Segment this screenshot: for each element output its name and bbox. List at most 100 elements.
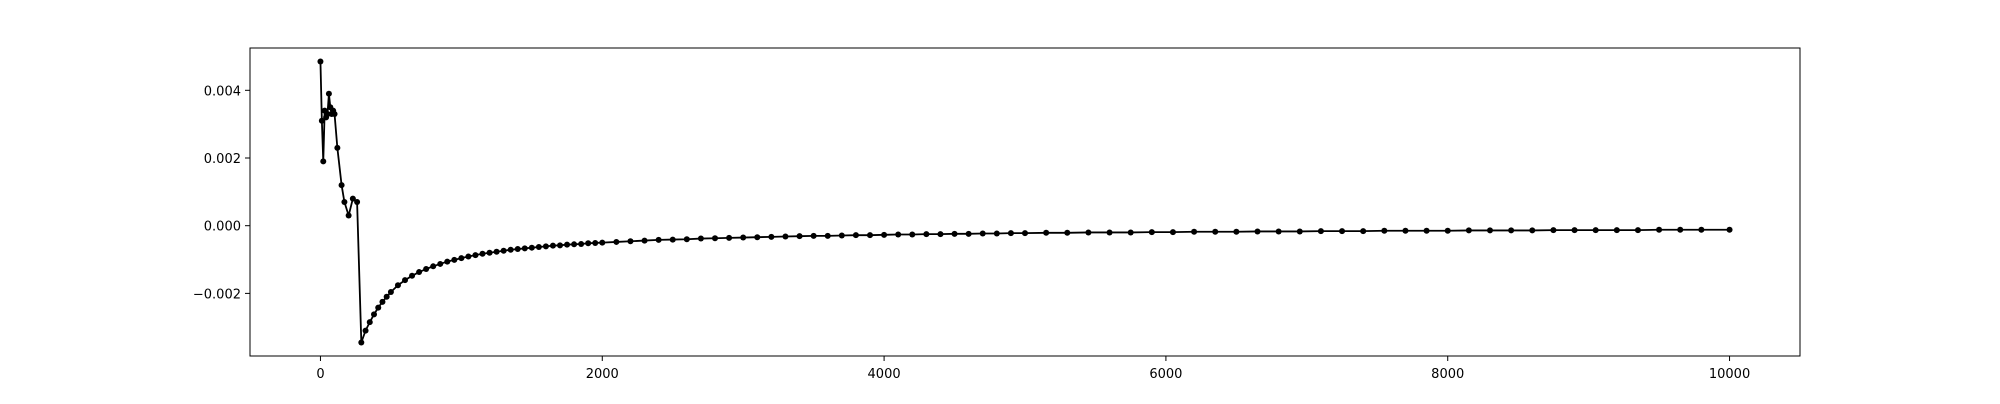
x-tick-label: 0: [316, 367, 324, 382]
y-tick-label: 0.004: [204, 84, 241, 99]
x-tick-label: 4000: [868, 367, 901, 382]
data-point: [1529, 227, 1536, 234]
data-point: [571, 241, 578, 248]
data-point: [320, 158, 327, 165]
data-point: [641, 237, 648, 244]
data-point: [1592, 227, 1599, 234]
data-point: [585, 240, 592, 247]
data-point: [1043, 229, 1050, 236]
data-point: [881, 231, 888, 238]
data-point: [317, 58, 324, 65]
data-point: [387, 289, 394, 296]
y-axis-ticks: −0.002 0.000 0.002 0.004: [193, 84, 250, 302]
data-point: [1317, 228, 1324, 235]
data-point: [383, 293, 390, 300]
data-point: [1212, 228, 1219, 235]
data-point: [613, 238, 620, 245]
data-point: [697, 235, 704, 242]
data-point: [1634, 227, 1641, 234]
data-point: [1191, 228, 1198, 235]
data-point: [1148, 229, 1155, 236]
data-point: [1085, 229, 1092, 236]
data-point: [500, 247, 507, 254]
data-point: [1402, 227, 1409, 234]
data-point: [366, 319, 373, 326]
data-point: [965, 230, 972, 237]
data-point: [362, 327, 369, 334]
data-point: [338, 182, 345, 189]
data-point: [451, 256, 458, 263]
data-point: [325, 90, 332, 97]
data-point: [354, 199, 361, 205]
data-point: [768, 233, 775, 240]
data-point: [1487, 227, 1493, 234]
data-point: [493, 248, 500, 255]
data-point: [358, 339, 365, 346]
data-point: [1169, 229, 1176, 236]
data-point: [824, 232, 831, 239]
data-point: [1726, 226, 1733, 233]
data-point: [1022, 230, 1028, 237]
data-point: [542, 243, 549, 250]
data-point: [444, 258, 451, 265]
data-point: [1677, 226, 1684, 233]
data-point: [521, 245, 528, 252]
data-point: [1339, 228, 1346, 235]
data-point: [394, 282, 401, 289]
data-point: [810, 232, 817, 239]
plot-frame: [249, 47, 1801, 357]
data-point: [1233, 228, 1240, 235]
data-point: [726, 234, 733, 241]
y-tick-label: 0.002: [204, 152, 241, 167]
data-point: [1613, 227, 1620, 234]
data-point: [409, 272, 416, 279]
data-point: [740, 234, 747, 241]
data-point: [796, 233, 803, 240]
data-point: [937, 231, 944, 238]
series-line: [319, 61, 1730, 344]
data-point: [1550, 227, 1557, 234]
data-point: [1698, 226, 1705, 233]
data-point: [375, 304, 382, 311]
data-point: [528, 244, 535, 251]
data-point: [416, 269, 423, 276]
data-point: [852, 232, 859, 239]
data-point: [712, 235, 718, 242]
data-point: [1007, 230, 1014, 237]
data-point: [1508, 227, 1515, 234]
data-point: [345, 212, 352, 219]
data-point: [458, 255, 465, 262]
data-point: [1106, 229, 1113, 236]
data-point: [334, 144, 341, 151]
data-point: [1571, 227, 1578, 234]
y-tick-label: 0.000: [204, 220, 241, 235]
x-axis-ticks: 0 2000 4000 6000 8000 10000: [316, 356, 1750, 382]
data-point: [486, 249, 493, 256]
data-point: [909, 231, 916, 238]
data-point: [669, 236, 676, 243]
data-point: [535, 244, 542, 251]
data-point: [1254, 228, 1261, 235]
data-point: [479, 250, 486, 257]
data-point: [627, 238, 634, 245]
data-point: [1127, 229, 1134, 236]
data-point: [379, 298, 386, 305]
data-point: [1296, 228, 1303, 235]
data-point: [655, 236, 662, 243]
data-point: [1381, 227, 1388, 234]
data-point: [465, 253, 472, 260]
data-point: [993, 230, 1000, 237]
data-point: [1423, 227, 1430, 234]
data-point: [1275, 228, 1282, 235]
data-point: [1444, 227, 1451, 234]
data-point: [592, 239, 599, 246]
data-point: [951, 230, 958, 237]
data-point: [324, 111, 331, 117]
data-point: [979, 230, 986, 237]
data-point: [437, 260, 444, 267]
data-point: [895, 231, 902, 238]
data-point: [754, 234, 761, 241]
data-point: [578, 240, 585, 247]
